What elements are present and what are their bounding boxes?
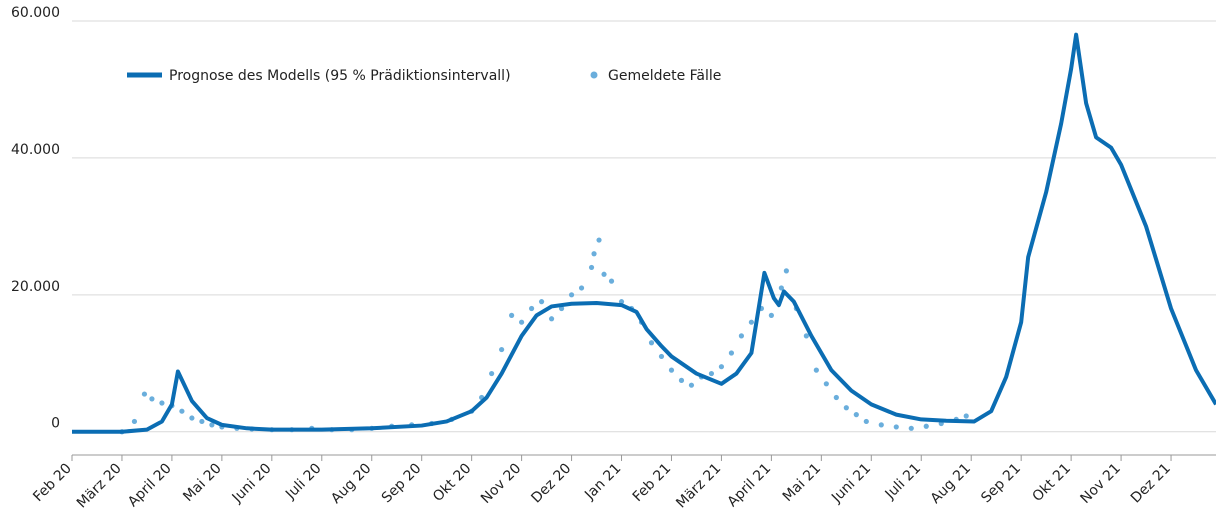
- case-dot: [963, 413, 969, 419]
- case-dot: [538, 299, 545, 305]
- y-tick-label: 20.000: [11, 279, 60, 295]
- case-dot: [688, 382, 695, 388]
- case-dot: [179, 408, 185, 414]
- case-dot: [728, 350, 735, 356]
- case-dot: [588, 264, 595, 271]
- case-dot: [823, 381, 829, 387]
- case-dot: [596, 237, 602, 243]
- case-dot: [668, 367, 675, 373]
- case-dot: [519, 319, 525, 325]
- case-dot: [923, 423, 929, 429]
- x-tick-label: März 21: [673, 461, 724, 512]
- case-dot: [878, 422, 884, 428]
- case-dot: [803, 333, 809, 339]
- x-tick-label: April 20: [125, 461, 175, 511]
- case-dot: [648, 340, 655, 346]
- case-dot: [489, 370, 495, 377]
- case-dot: [159, 400, 165, 406]
- x-tick-label: März 20: [74, 461, 125, 512]
- legend-label: Prognose des Modells (95 % Prädiktionsin…: [169, 68, 511, 84]
- case-dot: [718, 364, 725, 370]
- x-tick-label: Dez 21: [1128, 461, 1174, 507]
- x-tick-label: Juni 21: [828, 461, 874, 507]
- x-tick-label: Juni 20: [229, 461, 275, 507]
- case-dot: [893, 424, 899, 430]
- case-dot: [843, 405, 849, 411]
- case-dot: [778, 285, 784, 291]
- case-dot: [499, 346, 505, 353]
- case-dot: [209, 422, 215, 428]
- x-tick-label: Mai 21: [780, 461, 824, 505]
- case-dot: [833, 394, 839, 401]
- legend-label: Gemeldete Fälle: [608, 68, 721, 84]
- x-tick-label: Nov 21: [1078, 461, 1124, 507]
- case-dot: [199, 418, 205, 425]
- case-dot: [601, 271, 607, 277]
- case-dot: [813, 367, 819, 373]
- x-tick-label: Aug 20: [328, 461, 374, 507]
- x-tick-label: Dez 20: [528, 461, 574, 507]
- case-dot: [768, 312, 774, 318]
- case-dot: [783, 268, 789, 274]
- case-dot: [608, 278, 615, 284]
- case-dot: [528, 305, 535, 312]
- legend-swatch: [590, 71, 598, 79]
- x-tick-label: Sep 20: [379, 461, 425, 507]
- case-dot: [908, 425, 914, 431]
- x-tick-label: Juli 20: [282, 461, 324, 503]
- x-tick-label: Mai 20: [180, 461, 224, 505]
- model-line: [72, 32, 1216, 434]
- case-dot: [618, 299, 625, 305]
- x-tick-label: Nov 20: [478, 461, 524, 507]
- case-dot: [189, 415, 195, 421]
- x-tick-label: Feb 21: [630, 461, 675, 506]
- x-tick-label: Aug 21: [928, 461, 974, 507]
- case-dot: [568, 292, 575, 298]
- case-dot: [131, 418, 138, 425]
- case-dot: [748, 319, 755, 325]
- x-tick-label: April 21: [725, 461, 775, 511]
- x-tick-label: Feb 20: [30, 461, 75, 506]
- x-tick-label: Sep 21: [978, 461, 1024, 507]
- x-tick-label: Okt 21: [1029, 461, 1073, 505]
- case-dot: [548, 316, 555, 322]
- x-tick-label: Okt 20: [430, 461, 474, 505]
- y-tick-label: 60.000: [11, 5, 60, 21]
- x-tick-label: Jan 21: [581, 461, 624, 504]
- case-dot: [149, 396, 155, 402]
- case-dot: [738, 333, 745, 339]
- case-dot: [678, 377, 685, 383]
- y-tick-label: 40.000: [11, 142, 60, 158]
- case-dot: [708, 370, 715, 377]
- x-tick-label: Juli 21: [882, 461, 924, 503]
- case-dot: [853, 412, 859, 418]
- case-dot: [141, 391, 148, 397]
- case-dot: [509, 312, 515, 318]
- y-tick-label: 0: [51, 416, 60, 432]
- case-dot: [863, 418, 869, 425]
- case-dot: [658, 353, 665, 360]
- case-dot: [578, 285, 585, 291]
- case-dot: [591, 251, 597, 257]
